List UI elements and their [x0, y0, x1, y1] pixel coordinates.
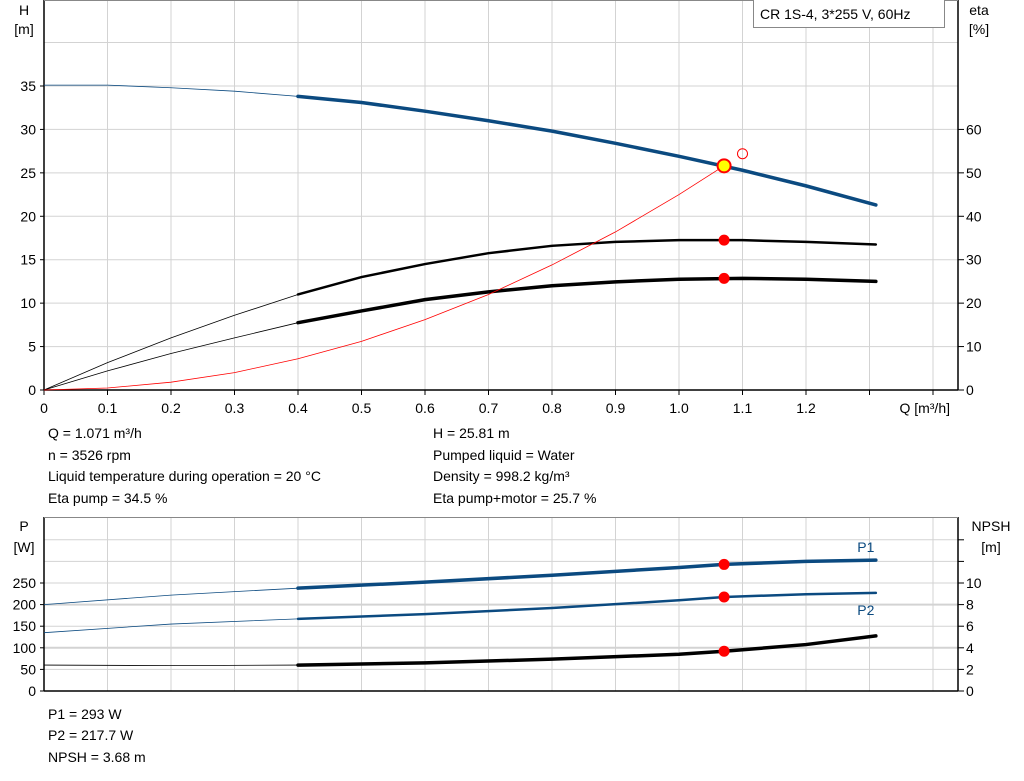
- y-axis-unit-right: [m]: [981, 539, 1000, 555]
- info-npsh: NPSH = 3.68 m: [48, 749, 146, 765]
- y-axis-unit-left: [W]: [14, 539, 35, 555]
- series-line-eta_pump_motor: [296, 276, 878, 325]
- info-head: H = 25.81 m: [433, 425, 510, 441]
- y-tick-label-left: 250: [13, 575, 37, 591]
- series-line-P2: [296, 591, 878, 621]
- y-axis-unit-left: [m]: [14, 21, 33, 37]
- x-tick-label: 0.2: [161, 400, 181, 416]
- info-density: Density = 998.2 kg/m³: [433, 468, 570, 484]
- series-line-NPSH-extrapolated: [43, 664, 299, 667]
- y-axis-label-left: H: [19, 2, 29, 18]
- marker-P1_point: [718, 558, 730, 570]
- x-tick-label: 1.0: [669, 400, 689, 416]
- series-line-H-extrapolated: [44, 84, 299, 97]
- marker-requested_point: [737, 148, 748, 160]
- y-axis-label-left: P: [19, 518, 28, 534]
- y-tick-label-left: 0: [28, 382, 36, 398]
- marker-P2_point: [718, 591, 730, 603]
- x-tick-label: 0.7: [479, 400, 499, 416]
- y-tick-label-right: 4: [966, 640, 974, 656]
- x-tick-label: 0.5: [352, 400, 372, 416]
- x-tick-label: 0.1: [98, 400, 118, 416]
- x-tick-label: 0: [40, 400, 48, 416]
- x-tick-label: 0.9: [606, 400, 626, 416]
- x-axis-label: Q [m³/h]: [899, 400, 950, 416]
- pump-title-box: CR 1S-4, 3*255 V, 60Hz: [753, 0, 945, 28]
- y-tick-label-right: 8: [966, 597, 974, 613]
- y-tick-label-left: 100: [13, 640, 37, 656]
- x-tick-label: 0.4: [288, 400, 308, 416]
- info-p2: P2 = 217.7 W: [48, 727, 134, 743]
- info-eta-pump-motor: Eta pump+motor = 25.7 %: [433, 490, 597, 506]
- x-tick-label: 0.6: [415, 400, 435, 416]
- series-line-system_curve: [43, 165, 725, 391]
- y-tick-label-left: 25: [20, 165, 36, 181]
- series-line-eta_pump_motor-extrapolated: [43, 322, 299, 391]
- series-label-P2: P2: [857, 602, 874, 618]
- series-line-eta_pump: [296, 238, 878, 296]
- y-tick-label-right: 20: [966, 295, 982, 311]
- info-speed: n = 3526 rpm: [48, 447, 131, 463]
- y-tick-label-left: 30: [20, 121, 36, 137]
- series-line-H: [296, 94, 878, 207]
- marker-duty_point: [716, 158, 732, 174]
- y-tick-label-left: 200: [13, 597, 37, 613]
- x-tick-label: 0.8: [542, 400, 562, 416]
- info-liquid: Pumped liquid = Water: [433, 447, 575, 463]
- y-tick-label-left: 0: [28, 683, 36, 699]
- y-tick-label-right: 0: [966, 683, 974, 699]
- series-label-P1: P1: [857, 539, 874, 555]
- series-line-P2-extrapolated: [43, 618, 299, 634]
- marker-NPSH_point: [718, 645, 730, 657]
- info-q: Q = 1.071 m³/h: [48, 425, 142, 441]
- y-tick-label-left: 50: [20, 661, 36, 677]
- y-tick-label-right: 50: [966, 165, 982, 181]
- series-line-P1-extrapolated: [43, 587, 299, 605]
- y-tick-label-right: 0: [966, 382, 974, 398]
- y-tick-label-right: 10: [966, 339, 982, 355]
- x-tick-label: 0.3: [225, 400, 245, 416]
- y-tick-label-left: 5: [28, 339, 36, 355]
- y-tick-label-left: 35: [20, 78, 36, 94]
- series-line-P1: [296, 558, 878, 590]
- y-tick-label-right: 6: [966, 618, 974, 634]
- y-axis-label-right: NPSH: [972, 518, 1011, 534]
- y-tick-label-right: 10: [966, 575, 982, 591]
- y-tick-label-right: 2: [966, 661, 974, 677]
- marker-eta_pump_motor_point: [718, 272, 730, 284]
- x-tick-label: 1.2: [796, 400, 816, 416]
- info-p1: P1 = 293 W: [48, 706, 122, 722]
- y-tick-label-left: 150: [13, 618, 37, 634]
- info-temperature: Liquid temperature during operation = 20…: [48, 468, 321, 484]
- info-eta-pump: Eta pump = 34.5 %: [48, 490, 168, 506]
- series-line-eta_pump-extrapolated: [43, 294, 299, 391]
- y-tick-label-left: 10: [20, 295, 36, 311]
- marker-eta_pump_point: [718, 234, 730, 246]
- y-axis-unit-right: [%]: [969, 21, 989, 37]
- x-tick-label: 1.1: [733, 400, 753, 416]
- series-line-NPSH: [296, 634, 878, 667]
- y-tick-label-right: 40: [966, 208, 982, 224]
- y-tick-label-right: 30: [966, 252, 982, 268]
- y-tick-label-right: 60: [966, 121, 982, 137]
- y-tick-label-left: 20: [20, 208, 36, 224]
- y-tick-label-left: 15: [20, 252, 36, 268]
- y-axis-label-right: eta: [969, 2, 989, 18]
